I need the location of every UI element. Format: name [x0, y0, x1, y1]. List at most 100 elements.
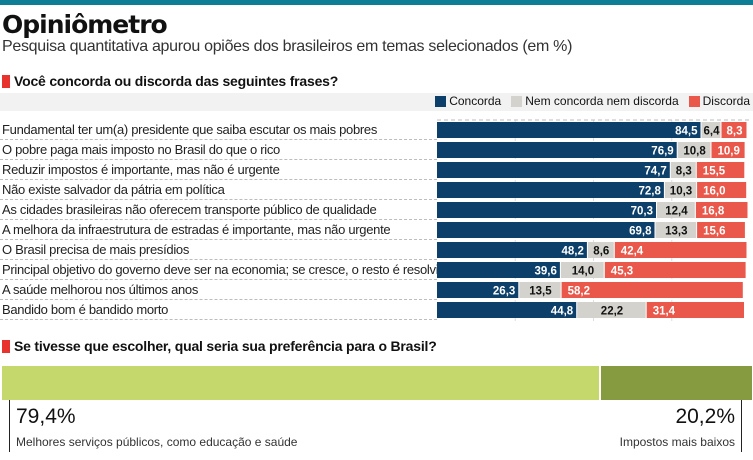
- bar-label-concorda: 72,8: [639, 186, 662, 198]
- legend-item-neutro: Nem concorda nem discorda: [511, 94, 679, 108]
- legend-swatch-discorda: [688, 95, 700, 107]
- section1-title: Você concorda ou discorda das seguintes …: [2, 73, 338, 89]
- bar-label-neutro: 8,6: [593, 246, 609, 258]
- bar-concorda: [437, 222, 655, 238]
- bar-label-neutro: 14,0: [572, 266, 594, 278]
- legend-item-concorda: Concorda: [435, 94, 501, 108]
- value-servicos: 79,4%: [16, 405, 76, 428]
- callout-line-left: [9, 400, 10, 452]
- legend-strip: [0, 93, 753, 111]
- bar-neutro: [701, 122, 721, 138]
- bar-concorda: [437, 142, 677, 158]
- bar-concorda: [437, 242, 587, 258]
- bar-label-neutro: 6,4: [704, 126, 721, 138]
- bar-neutro: [670, 162, 696, 178]
- row-separator: [0, 199, 437, 200]
- chart-legend: Concorda Nem concorda nem discorda Disco…: [425, 94, 750, 108]
- row-label: O pobre paga mais imposto no Brasil do q…: [2, 142, 280, 157]
- row-separator: [0, 159, 437, 160]
- bar-discorda: [697, 222, 745, 238]
- section2-title: Se tivesse que escolher, qual seria sua …: [2, 338, 437, 354]
- bar-neutro: [677, 142, 711, 158]
- bar-concorda: [437, 182, 664, 198]
- legend-label-concorda: Concorda: [449, 94, 502, 108]
- top-accent-band: [0, 0, 753, 5]
- legend-label-discorda: Discorda: [702, 94, 750, 108]
- bar-label-concorda: 26,3: [493, 286, 515, 298]
- row-label: As cidades brasileiras não oferecem tran…: [2, 202, 377, 217]
- row-label: Fundamental ter um(a) presidente que sai…: [2, 122, 378, 137]
- page-title: Opiniômetro: [2, 10, 168, 39]
- bar-neutro: [560, 262, 604, 278]
- preference-bar-impostos: [600, 366, 752, 400]
- bar-discorda: [614, 242, 747, 258]
- bar-neutro: [519, 282, 561, 298]
- row-separator: [0, 299, 437, 300]
- row-label: A melhora da infraestrutura de estradas …: [2, 222, 391, 237]
- bar-concorda: [437, 162, 670, 178]
- row-label: Principal objetivo do governo deve ser n…: [2, 262, 453, 277]
- row-separator: [0, 139, 437, 140]
- bar-discorda: [695, 202, 748, 218]
- row-label: Bandido bom é bandido morto: [2, 302, 169, 317]
- section-marker-icon: [2, 339, 10, 353]
- bar-label-discorda: 8,3: [727, 126, 743, 138]
- legend-swatch-neutro: [511, 95, 523, 107]
- bar-neutro: [577, 302, 646, 318]
- bar-label-discorda: 10,9: [718, 146, 740, 158]
- bar-discorda: [696, 162, 745, 178]
- bar-discorda: [604, 262, 746, 278]
- legend-label-neutro: Nem concorda nem discorda: [525, 94, 679, 108]
- value-impostos: 20,2%: [675, 405, 735, 428]
- label-servicos: Melhores serviços públicos, como educaçã…: [16, 435, 298, 449]
- bar-concorda: [437, 302, 577, 318]
- bar-label-concorda: 48,2: [562, 246, 584, 258]
- bar-discorda: [646, 302, 744, 318]
- legend-swatch-concorda: [435, 95, 447, 107]
- bar-concorda: [437, 282, 519, 298]
- section-marker-icon: [2, 74, 10, 88]
- preference-bar-servicos: [2, 366, 599, 400]
- page-subtitle: Pesquisa quantitativa apurou opiões dos …: [2, 38, 573, 55]
- bar-label-concorda: 39,6: [535, 266, 557, 278]
- row-separator: [0, 179, 437, 180]
- bar-discorda: [721, 122, 747, 138]
- bar-label-neutro: 10,8: [683, 146, 706, 158]
- bar-label-concorda: 69,8: [629, 226, 652, 238]
- bar-label-discorda: 58,2: [568, 286, 590, 298]
- bar-neutro: [587, 242, 614, 258]
- bar-label-neutro: 22,2: [601, 306, 623, 318]
- bar-label-neutro: 8,3: [676, 166, 692, 178]
- row-separator: [0, 219, 437, 220]
- bar-label-discorda: 42,4: [621, 246, 644, 258]
- row-label: Não existe salvador da pátria em polític…: [2, 182, 225, 197]
- bar-label-neutro: 13,3: [665, 226, 687, 238]
- section1-title-text: Você concorda ou discorda das seguintes …: [14, 73, 339, 89]
- row-label: O Brasil precisa de mais presídios: [2, 242, 190, 257]
- callout-line-right: [741, 400, 742, 452]
- label-impostos: Impostos mais baixos: [619, 435, 735, 449]
- bar-label-concorda: 44,8: [551, 306, 574, 318]
- row-separator: [0, 279, 437, 280]
- bar-label-concorda: 84,5: [675, 126, 698, 138]
- bar-neutro: [664, 182, 697, 198]
- bar-label-neutro: 13,5: [529, 286, 552, 298]
- bar-label-neutro: 12,4: [665, 206, 688, 218]
- bar-discorda: [561, 282, 743, 298]
- bar-concorda: [437, 202, 656, 218]
- bar-label-discorda: 15,6: [703, 226, 725, 238]
- bar-label-neutro: 10,3: [670, 186, 692, 198]
- row-separator: [0, 259, 437, 260]
- bar-label-concorda: 70,3: [631, 206, 653, 218]
- bar-discorda: [711, 142, 745, 158]
- row-separator: [0, 319, 437, 320]
- bar-concorda: [437, 122, 701, 138]
- bar-neutro: [655, 222, 697, 238]
- bar-label-discorda: 16,0: [703, 186, 725, 198]
- bar-label-concorda: 74,7: [644, 166, 666, 178]
- bar-label-discorda: 15,5: [703, 166, 726, 178]
- section2-title-text: Se tivesse que escolher, qual seria sua …: [14, 338, 437, 354]
- bar-label-discorda: 45,3: [611, 266, 633, 278]
- legend-item-discorda: Discorda: [688, 94, 750, 108]
- bar-neutro: [657, 202, 695, 218]
